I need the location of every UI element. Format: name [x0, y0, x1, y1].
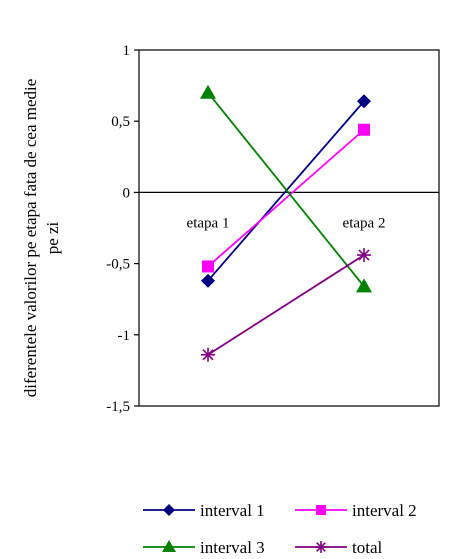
- plot-frame: [138, 49, 440, 407]
- y-tick-label: -1: [118, 328, 131, 344]
- data-point: [357, 248, 371, 263]
- legend-label: interval 3: [200, 538, 265, 557]
- plot-area: 1 0,5 0 -0,5 -1 -1,5 etapa 1 etapa 2 diferentele…: [21, 43, 440, 415]
- y-axis-title-line: pe zi: [43, 221, 62, 254]
- series-line-2: [207, 129, 365, 268]
- data-point: [200, 84, 216, 99]
- data-point: [201, 273, 215, 288]
- y-axis-title-line: diferentele valorilor pe etapa fata de c…: [21, 79, 40, 398]
- y-tick-label: -1,5: [106, 399, 130, 415]
- y-tick-label: -0,5: [106, 257, 130, 273]
- legend: interval 1 interval 2 interval 3 total: [143, 501, 417, 557]
- x-category-label: etapa 2: [343, 215, 386, 231]
- y-axis-title: diferentele valorilor pe etapa fata de c…: [21, 79, 62, 398]
- y-tick-label: 0: [123, 185, 131, 201]
- series-line-4: [207, 254, 365, 356]
- series-line-3: [207, 92, 365, 287]
- legend-label: interval 1: [200, 501, 265, 520]
- legend-item: total: [295, 538, 382, 557]
- y-tick-label: 1: [123, 43, 131, 59]
- legend-item: interval 3: [143, 538, 265, 557]
- data-point: [357, 94, 371, 109]
- data-point: [356, 278, 372, 293]
- legend-label: total: [352, 538, 382, 557]
- data-point: [201, 347, 215, 362]
- legend-marker: [162, 540, 176, 552]
- legend-label: interval 2: [352, 501, 417, 520]
- legend-marker: [163, 504, 175, 516]
- legend-item: interval 2: [295, 501, 417, 520]
- legend-item: interval 1: [143, 501, 265, 520]
- x-category-label: etapa 1: [187, 215, 230, 231]
- legend-marker: [315, 541, 327, 553]
- legend-marker: [316, 505, 326, 515]
- data-point: [202, 260, 214, 273]
- data-point: [358, 123, 370, 136]
- y-tick-label: 0,5: [111, 114, 130, 130]
